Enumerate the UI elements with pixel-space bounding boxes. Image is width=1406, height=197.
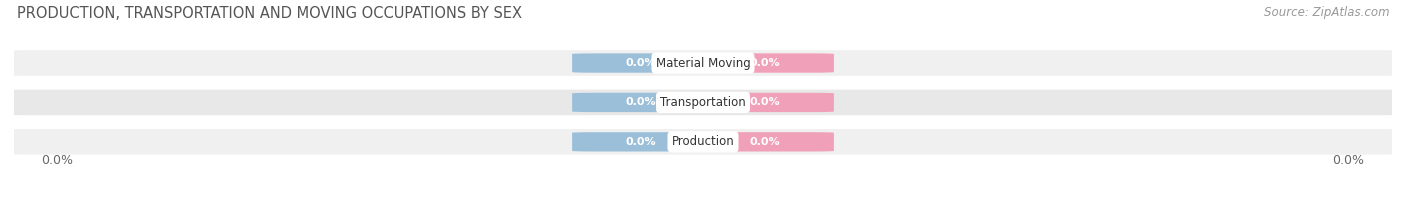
- FancyBboxPatch shape: [572, 93, 710, 112]
- Text: PRODUCTION, TRANSPORTATION AND MOVING OCCUPATIONS BY SEX: PRODUCTION, TRANSPORTATION AND MOVING OC…: [17, 6, 522, 21]
- FancyBboxPatch shape: [696, 132, 834, 151]
- Text: 0.0%: 0.0%: [626, 137, 657, 147]
- FancyBboxPatch shape: [7, 50, 1399, 76]
- Text: 0.0%: 0.0%: [749, 137, 780, 147]
- Text: 0.0%: 0.0%: [749, 98, 780, 107]
- Text: 0.0%: 0.0%: [1333, 154, 1364, 167]
- Text: 0.0%: 0.0%: [626, 58, 657, 68]
- FancyBboxPatch shape: [572, 53, 710, 73]
- Text: 0.0%: 0.0%: [749, 58, 780, 68]
- Text: Source: ZipAtlas.com: Source: ZipAtlas.com: [1264, 6, 1389, 19]
- Text: 0.0%: 0.0%: [42, 154, 73, 167]
- Text: 0.0%: 0.0%: [626, 98, 657, 107]
- FancyBboxPatch shape: [7, 129, 1399, 155]
- Text: Transportation: Transportation: [661, 96, 745, 109]
- FancyBboxPatch shape: [572, 132, 710, 151]
- Text: Material Moving: Material Moving: [655, 57, 751, 70]
- FancyBboxPatch shape: [7, 90, 1399, 115]
- Text: Production: Production: [672, 135, 734, 148]
- FancyBboxPatch shape: [696, 53, 834, 73]
- FancyBboxPatch shape: [696, 93, 834, 112]
